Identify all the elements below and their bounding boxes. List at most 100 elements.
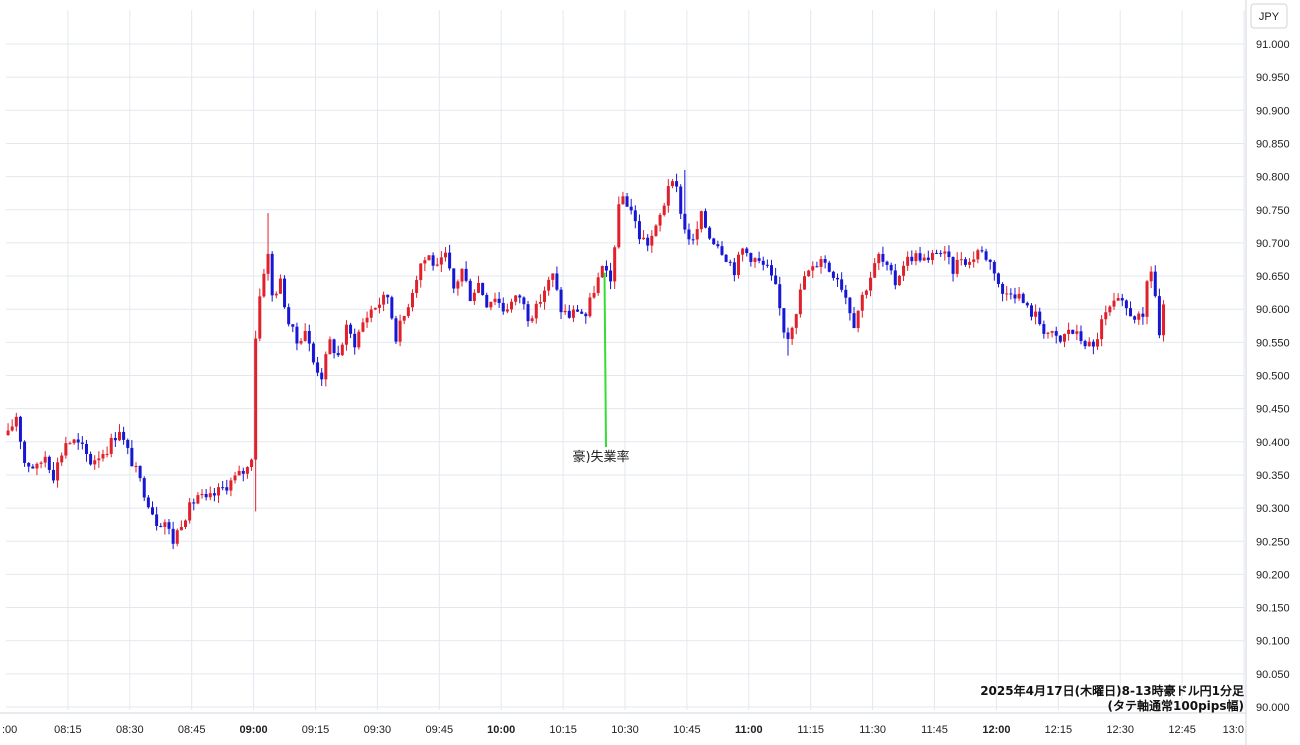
- candle-body: [790, 327, 794, 339]
- candle-body: [848, 297, 852, 314]
- candle-up: [914, 250, 918, 266]
- candle-body: [955, 259, 959, 274]
- candle-down: [31, 464, 35, 469]
- x-tick-label: 11:00: [735, 724, 763, 736]
- candle-up: [877, 252, 881, 271]
- x-tick-label: 09:45: [426, 724, 454, 736]
- candle-body: [303, 330, 307, 342]
- x-tick-label: 08:45: [178, 724, 206, 736]
- candle-up: [650, 230, 654, 253]
- candle-body: [976, 250, 980, 260]
- candle-down: [47, 455, 51, 474]
- candle-body: [910, 256, 914, 262]
- candle-up: [134, 462, 138, 473]
- candle-down: [150, 501, 154, 516]
- y-tick-label: 90.450: [1256, 404, 1290, 416]
- x-tick-label: 12:15: [1045, 724, 1073, 736]
- candle-body: [687, 229, 691, 240]
- candle-down: [1129, 301, 1133, 317]
- candle-down: [984, 248, 988, 262]
- candle-body: [670, 181, 674, 187]
- candle-body: [377, 304, 381, 308]
- candle-body: [988, 259, 992, 262]
- candle-down: [629, 198, 633, 215]
- candle-body: [1108, 306, 1112, 313]
- candle-body: [31, 466, 35, 469]
- candle-body: [538, 302, 542, 304]
- candle-down: [992, 260, 996, 281]
- candle-up: [460, 268, 464, 287]
- candle-down: [567, 304, 571, 319]
- candle-up: [105, 446, 109, 458]
- candle-up: [1075, 324, 1079, 340]
- grid: [6, 10, 1245, 710]
- x-tick-label: 08:30: [116, 724, 144, 736]
- candle-body: [922, 257, 926, 261]
- candle-body: [765, 264, 769, 266]
- candle-body: [514, 295, 518, 302]
- candle-body: [262, 273, 266, 297]
- candle-body: [939, 253, 943, 255]
- candle-down: [1054, 326, 1058, 344]
- candle-up: [547, 276, 551, 296]
- candle-down: [1071, 329, 1075, 335]
- candle-down: [1083, 339, 1087, 350]
- candle-body: [662, 205, 666, 215]
- candle-body: [150, 507, 154, 515]
- candle-body: [749, 253, 753, 262]
- candle-up: [184, 519, 188, 530]
- candle-down: [394, 315, 398, 345]
- candle-down: [625, 192, 629, 207]
- candle-body: [373, 307, 377, 310]
- candle-down: [307, 324, 311, 352]
- candle-body: [324, 354, 328, 380]
- candle-body: [736, 254, 740, 276]
- candle-body: [769, 265, 773, 276]
- candle-body: [914, 253, 918, 262]
- y-tick-label: 90.650: [1256, 271, 1290, 283]
- candle-body: [761, 260, 765, 265]
- candle-up: [617, 196, 621, 249]
- candle-body: [493, 298, 497, 302]
- candle-body: [179, 527, 183, 531]
- candle-body: [881, 253, 885, 262]
- candle-body: [505, 309, 509, 312]
- candle-up: [798, 283, 802, 318]
- candle-body: [840, 279, 844, 290]
- candle-down: [1058, 334, 1062, 344]
- x-tick-label: 09:30: [364, 724, 392, 736]
- candle-up: [382, 291, 386, 312]
- candle-body: [1038, 311, 1042, 325]
- candle-down: [732, 257, 736, 282]
- y-tick-label: 90.350: [1256, 470, 1290, 482]
- candle-up: [299, 338, 303, 345]
- candle-body: [208, 493, 212, 498]
- candle-body: [980, 250, 984, 252]
- candle-body: [596, 277, 600, 294]
- candle-up: [869, 271, 873, 297]
- candle-down: [138, 465, 142, 482]
- candle-body: [1120, 298, 1124, 301]
- candle-down: [1042, 320, 1046, 339]
- candle-down: [765, 259, 769, 268]
- candle-up: [472, 289, 476, 305]
- candle-body: [316, 362, 320, 373]
- candle-down: [749, 252, 753, 267]
- candle-down: [728, 259, 732, 266]
- candles: [6, 169, 1166, 550]
- candle-body: [134, 466, 138, 468]
- candle-body: [856, 310, 860, 329]
- y-tick-label: 90.750: [1256, 205, 1290, 217]
- candle-body: [1116, 298, 1120, 301]
- candle-up: [1116, 293, 1120, 301]
- candle-body: [200, 493, 204, 496]
- candle-up: [179, 520, 183, 531]
- candle-body: [947, 251, 951, 258]
- candle-body: [175, 530, 179, 544]
- candle-down: [679, 184, 683, 220]
- candle-down: [501, 297, 505, 315]
- candle-body: [126, 439, 130, 448]
- candle-body: [221, 487, 225, 489]
- candle-up: [163, 519, 167, 535]
- candle-up: [1100, 315, 1104, 347]
